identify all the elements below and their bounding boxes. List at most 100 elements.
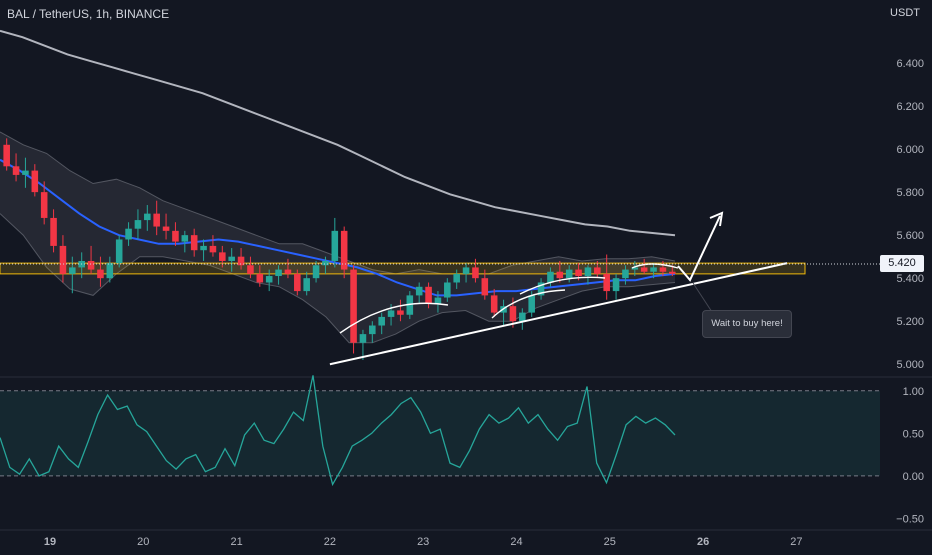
candle-body xyxy=(275,269,282,277)
time-tick-label: 21 xyxy=(230,536,242,548)
annotation-note[interactable]: Wait to buy here! xyxy=(702,310,792,338)
candle-body xyxy=(284,269,292,274)
candle-body xyxy=(425,286,432,304)
candle-body xyxy=(294,273,301,292)
candle-body xyxy=(3,144,10,167)
candle-body xyxy=(472,267,479,279)
candle-body xyxy=(256,273,264,283)
candle-body xyxy=(209,245,217,253)
ascending-trendline xyxy=(329,262,788,366)
currency-label: USDT xyxy=(890,7,920,19)
candle-body xyxy=(650,267,657,272)
candle-body xyxy=(462,267,470,274)
candle-body xyxy=(612,278,620,292)
candle-body xyxy=(97,269,104,279)
candle-body xyxy=(528,295,535,313)
candle-body xyxy=(40,192,48,218)
time-tick-label: 27 xyxy=(790,536,802,548)
candle-body xyxy=(378,316,385,326)
candle-body xyxy=(350,269,357,343)
candle-body xyxy=(584,267,592,277)
time-tick-label: 23 xyxy=(417,536,429,548)
candle-body xyxy=(369,325,376,335)
candle-body xyxy=(247,265,254,274)
candle-body xyxy=(406,295,414,315)
candle-body xyxy=(659,267,667,272)
candle-body xyxy=(115,239,123,264)
candle-body xyxy=(622,269,629,279)
candle-body xyxy=(237,256,245,266)
candle-body xyxy=(265,276,273,283)
candle-body xyxy=(415,286,423,296)
moving-average-long xyxy=(0,29,676,237)
yellow-zone xyxy=(0,262,806,275)
candle-body xyxy=(312,265,320,279)
time-tick-label: 22 xyxy=(324,536,336,548)
price-tick-label: 6.000 xyxy=(896,144,924,156)
price-tick-label: 5.200 xyxy=(896,316,924,328)
candle-body xyxy=(31,170,39,193)
candle-body xyxy=(190,235,198,251)
pattern-arc xyxy=(519,276,606,295)
oscillator-tick-label: 0.50 xyxy=(903,428,924,440)
time-tick-label: 25 xyxy=(604,536,616,548)
candle-body xyxy=(144,213,151,221)
candle-body xyxy=(219,252,226,261)
arrow-head xyxy=(709,211,724,227)
candle-body xyxy=(453,273,460,283)
candle-body xyxy=(322,260,329,266)
candle-body xyxy=(303,278,310,292)
candle-body xyxy=(603,273,610,292)
candle-body xyxy=(669,271,676,274)
price-tick-label: 5.000 xyxy=(896,359,924,371)
price-tick-label: 6.400 xyxy=(896,58,924,70)
candle-body xyxy=(162,226,170,231)
candle-body xyxy=(172,230,179,242)
candle-body xyxy=(87,260,95,270)
symbol-title: BAL / TetherUS, 1h, BINANCE xyxy=(7,7,170,21)
time-tick-label: 24 xyxy=(510,536,522,548)
candle-body xyxy=(50,217,57,246)
moving-average-short xyxy=(0,158,676,297)
candle-body xyxy=(331,230,339,261)
note-pointer xyxy=(692,282,713,313)
time-tick-label: 19 xyxy=(44,536,56,548)
candle-body xyxy=(547,271,554,283)
candle-body xyxy=(519,312,526,322)
candle-body xyxy=(631,267,639,270)
candle-body xyxy=(12,166,20,175)
pattern-arc xyxy=(339,302,449,334)
candle-body xyxy=(594,267,601,274)
candle-body xyxy=(200,245,207,251)
candle-body xyxy=(59,245,67,274)
price-tick-label: 6.200 xyxy=(896,101,924,113)
candle-body xyxy=(490,295,498,313)
oscillator-band-fill xyxy=(0,390,880,476)
last-price-badge: 5.420 xyxy=(880,255,924,272)
pattern-arc xyxy=(491,289,566,319)
candle-body xyxy=(340,230,348,270)
candle-body xyxy=(153,213,160,227)
time-tick-label: 20 xyxy=(137,536,149,548)
price-tick-label: 5.600 xyxy=(896,230,924,242)
candle-body xyxy=(181,235,189,242)
bollinger-band-fill xyxy=(0,131,675,343)
pattern-arc xyxy=(631,263,679,269)
oscillator-tick-label: 0.00 xyxy=(903,471,924,483)
candle-body xyxy=(444,282,451,298)
candle-body xyxy=(575,269,582,277)
price-tick-label: 5.800 xyxy=(896,187,924,199)
candle-body xyxy=(387,310,395,317)
candle-body xyxy=(22,170,29,175)
candle-body xyxy=(565,269,573,279)
candle-body xyxy=(125,228,132,240)
candle-body xyxy=(134,220,142,229)
oscillator-line xyxy=(0,375,676,487)
oscillator-tick-label: −0.50 xyxy=(896,513,924,525)
candle-body xyxy=(509,306,517,322)
candle-body xyxy=(69,267,76,274)
oscillator-tick-label: 1.00 xyxy=(903,386,924,398)
projection-arrow xyxy=(677,215,721,282)
